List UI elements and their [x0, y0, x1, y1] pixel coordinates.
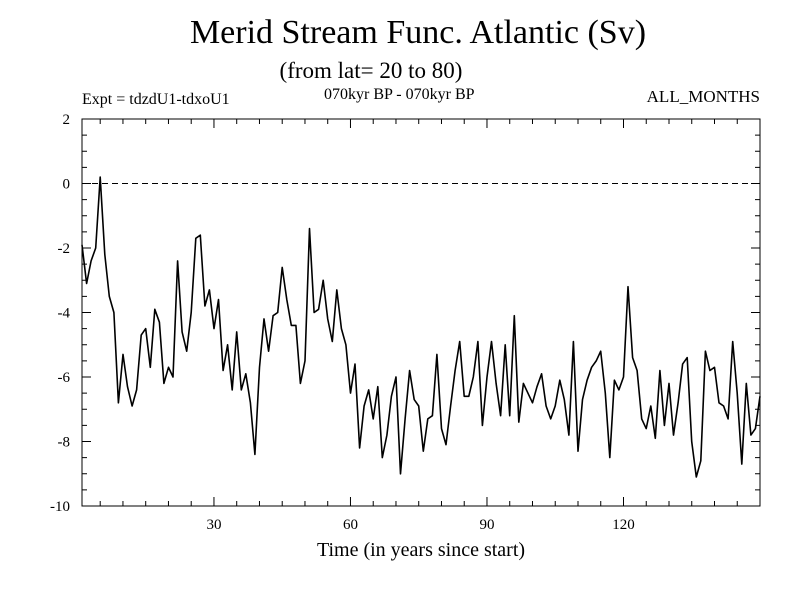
- series-line: [81, 176, 761, 478]
- x-tick-label: 30: [206, 517, 221, 533]
- axis-layer: 2 0 -2 -4 -6 -8 -10 30 60 90 120: [50, 112, 761, 533]
- x-tick-label: 90: [479, 517, 494, 533]
- x-tick-label: 120: [612, 517, 635, 533]
- chart-title: Merid Stream Func. Atlantic (Sv): [189, 14, 647, 51]
- x-axis-label: Time (in years since start): [316, 539, 526, 561]
- y-tick-label: -10: [50, 499, 70, 515]
- period-label: 070kyr BP - 070kyr BP: [324, 86, 475, 103]
- months-label: ALL_MONTHS: [646, 87, 760, 106]
- chart-subtitle: (from lat= 20 to 80): [279, 58, 463, 83]
- y-tick-label: 0: [63, 177, 71, 193]
- y-tick-label: 2: [63, 112, 71, 128]
- y-tick-label: -6: [58, 370, 71, 386]
- y-tick-label: -8: [58, 435, 71, 451]
- plot-frame: [81, 118, 761, 507]
- y-tick-label: -4: [58, 306, 71, 322]
- y-tick-label: -2: [58, 241, 71, 257]
- data-layer: [81, 176, 761, 478]
- experiment-label: Expt = tdzdU1-tdxoU1: [82, 91, 230, 108]
- x-tick-label: 60: [343, 517, 358, 533]
